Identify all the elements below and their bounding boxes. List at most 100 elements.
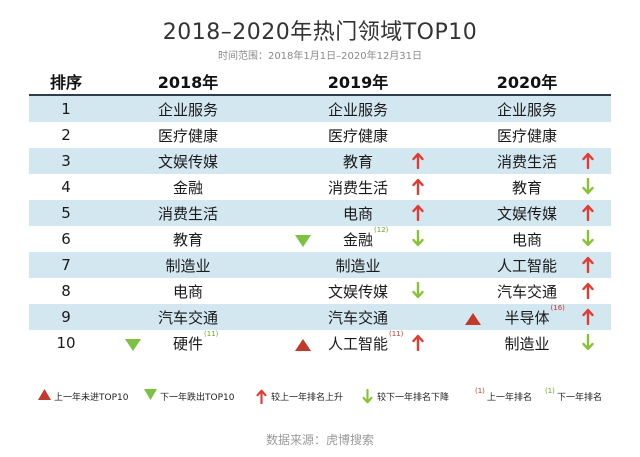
red-triangle-up-icon	[295, 337, 311, 351]
sector-name: 企业服务	[496, 101, 558, 119]
sector-name: 医疗健康	[327, 127, 389, 145]
sector-cell-2018: 企业服务	[103, 95, 273, 122]
sector-cell-2020: 人工智能	[443, 252, 611, 278]
rank-cell: 3	[29, 148, 103, 174]
legend: 上一年未进TOP10 下一年跌出TOP10 较上一年排名上升 较下一年排名下降 …	[38, 387, 618, 404]
table-row: 9 汽车交通 汽车交通 半导体 (16)	[29, 304, 611, 330]
sector-cell-2018: 金融	[103, 174, 273, 200]
data-source: 数据来源：虎博搜索	[265, 433, 374, 447]
table-row: 6 教育 金融 (12) 电商	[29, 226, 611, 252]
previous-rank-label: (12)	[374, 226, 389, 234]
legend-label-new-top10: 上一年未进TOP10	[54, 393, 129, 403]
sector-name: 金融 (12)	[342, 226, 389, 249]
sector-name: 汽车交通	[327, 309, 389, 327]
arrow-up-icon	[412, 152, 424, 170]
rank-cell: 2	[61, 126, 71, 144]
sector-name: 教育	[511, 179, 543, 197]
sector-name: 教育	[342, 153, 374, 171]
sector-name: 医疗健康	[496, 127, 558, 145]
sector-name: 消费生活	[327, 179, 389, 197]
rank-cell: 1	[29, 95, 103, 122]
sector-name: 文娱传媒	[157, 153, 219, 171]
sector-cell-2019: 电商	[273, 200, 443, 226]
table-row: 2 医疗健康 医疗健康 医疗健康	[29, 122, 611, 148]
sector-name: 制造业	[504, 335, 550, 353]
page-title: 2018–2020年热门领域TOP10	[162, 20, 478, 45]
table-header-row: 排序 2018年 2019年 2020年	[29, 67, 611, 96]
sector-cell-2018: 硬件 (11)	[103, 330, 273, 356]
green-triangle-down-icon	[295, 233, 311, 247]
sector-cell-2020: 半导体 (16)	[443, 304, 611, 330]
sector-cell-2019: 金融 (12)	[273, 226, 443, 252]
sector-cell-2018: 文娱传媒	[103, 148, 273, 174]
table-row: 7 制造业 制造业 人工智能	[29, 252, 611, 278]
legend-red-number: (1)	[475, 387, 485, 395]
sector-cell-2018: 电商	[103, 278, 273, 304]
sector-cell-2020: 汽车交通	[443, 278, 611, 304]
arrow-down-icon	[412, 229, 424, 247]
rank-cell: 6	[61, 230, 71, 248]
sector-name: 电商	[342, 205, 374, 223]
sector-name: 电商	[511, 231, 543, 249]
column-header-2020: 2020年	[443, 67, 611, 96]
table-body: 1 企业服务 企业服务 企业服务 2 医疗健康 医疗健康 医疗健康 3 文娱传媒 教育 消费生活 4 金融…	[29, 95, 611, 356]
arrow-up-icon	[582, 308, 594, 326]
sector-name: 制造业	[165, 257, 211, 275]
legend-label-next-rank: 下一年排名	[557, 393, 603, 403]
sector-name: 人工智能 (11)	[327, 330, 404, 353]
table-row: 10 硬件 (11) 人工智能 (11) 制造业	[29, 330, 611, 356]
green-triangle-down-icon	[125, 337, 141, 351]
legend-label-rank-up: 较上一年排名上升	[271, 393, 344, 403]
sector-cell-2019: 文娱传媒	[273, 278, 443, 304]
sector-cell-2019: 教育	[273, 148, 443, 174]
arrow-down-icon	[582, 333, 594, 351]
legend-label-drop-top10: 下一年跌出TOP10	[160, 393, 235, 403]
ranking-table: 排序 2018年 2019年 2020年 1 企业服务 企业服务 企业服务 2 医疗健康 医…	[29, 67, 611, 356]
sector-name: 制造业	[335, 257, 381, 275]
previous-rank-label: (11)	[204, 330, 219, 338]
legend-label-rank-down: 较下一年排名下降	[377, 393, 450, 403]
column-header-2019: 2019年	[273, 67, 443, 96]
sector-cell-2020: 教育	[443, 174, 611, 200]
sector-cell-2019: 企业服务	[273, 95, 443, 122]
table-row: 3 文娱传媒 教育 消费生活	[29, 148, 611, 174]
sector-name: 文娱传媒	[327, 283, 389, 301]
sector-cell-2019: 人工智能 (11)	[273, 330, 443, 356]
sector-cell-2020: 消费生活	[443, 148, 611, 174]
sector-name: 硬件 (11)	[172, 330, 219, 353]
sector-name: 企业服务	[157, 101, 219, 119]
arrow-up-icon	[582, 282, 594, 300]
arrow-up-icon	[412, 334, 424, 352]
red-triangle-up-icon	[465, 311, 481, 325]
sector-name: 汽车交通	[157, 309, 219, 327]
arrow-down-icon	[412, 281, 424, 299]
arrow-down-icon	[582, 229, 594, 247]
sector-name: 消费生活	[157, 205, 219, 223]
sector-cell-2020: 文娱传媒	[443, 200, 611, 226]
sector-name: 医疗健康	[157, 127, 219, 145]
sector-name: 人工智能	[496, 257, 558, 275]
sector-name: 汽车交通	[496, 283, 558, 301]
sector-name: 金融	[172, 179, 204, 197]
rank-cell: 8	[61, 282, 71, 300]
sector-cell-2020: 企业服务	[443, 95, 611, 122]
rank-cell: 4	[61, 178, 71, 196]
previous-rank-label: (16)	[550, 304, 565, 312]
sector-cell-2018: 制造业	[103, 252, 273, 278]
arrow-down-icon	[582, 177, 594, 195]
table-row: 4 金融 消费生活 教育	[29, 174, 611, 200]
column-header-2018: 2018年	[103, 67, 273, 96]
sector-cell-2018: 消费生活	[103, 200, 273, 226]
sector-name: 消费生活	[496, 153, 558, 171]
sector-cell-2019: 医疗健康	[273, 122, 443, 148]
sector-name: 企业服务	[327, 101, 389, 119]
arrow-up-icon	[582, 204, 594, 222]
sector-name: 半导体 (16)	[504, 304, 565, 327]
green-triangle-down-icon	[144, 389, 157, 400]
sector-name: 教育	[172, 231, 204, 249]
arrow-up-icon	[582, 152, 594, 170]
sector-cell-2018: 教育	[103, 226, 273, 252]
sector-name: 电商	[172, 283, 204, 301]
arrow-up-icon	[412, 204, 424, 222]
previous-rank-label: (11)	[389, 330, 404, 338]
